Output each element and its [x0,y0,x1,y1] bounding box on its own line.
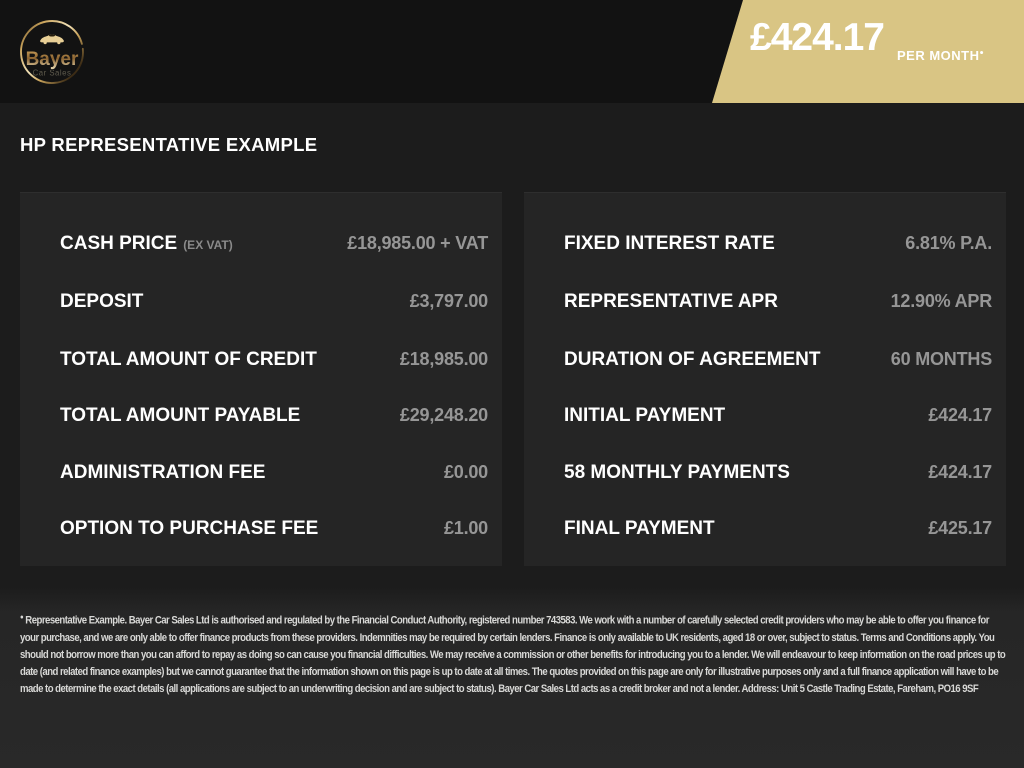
svg-text:Bayer: Bayer [26,49,79,70]
svg-text:Car Sales: Car Sales [33,69,72,78]
